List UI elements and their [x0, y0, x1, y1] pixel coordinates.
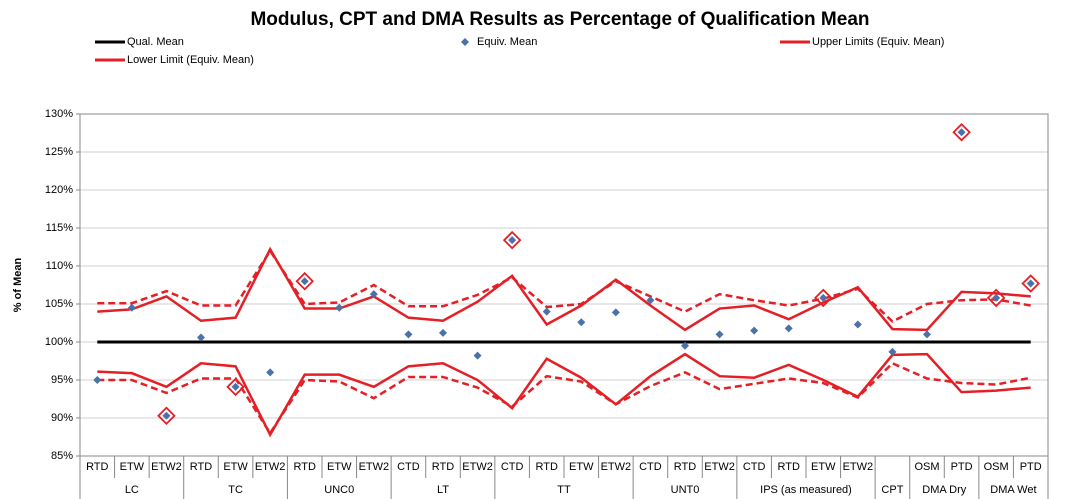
x-tick-label: ETW: [120, 461, 145, 473]
group-label: TT: [557, 484, 571, 496]
point: [542, 307, 551, 316]
x-tick-label: PTD: [1020, 461, 1042, 473]
highlight-marker: [157, 406, 176, 425]
y-tick-label: 95%: [51, 374, 73, 386]
highlight-marker: [814, 288, 833, 308]
point: [404, 330, 413, 339]
series-line: [97, 246, 1031, 332]
point: [300, 277, 309, 286]
point: [93, 376, 102, 384]
group-label: CPT: [881, 484, 903, 496]
x-tick-label: ETW2: [843, 461, 874, 473]
group-label: LT: [437, 484, 449, 496]
x-tick-label: RTD: [432, 461, 454, 473]
x-tick-label: CTD: [397, 461, 420, 473]
x-tick-label: RTD: [190, 461, 212, 473]
point: [888, 347, 897, 356]
highlight-marker: [1021, 274, 1040, 293]
group-label: DMA Dry: [922, 484, 967, 496]
point: [853, 320, 862, 329]
point: [646, 296, 655, 305]
point: [957, 128, 966, 137]
highlight-marker: [295, 271, 314, 291]
point: [231, 382, 240, 391]
x-tick-label: RTD: [536, 461, 558, 473]
x-tick-label: ETW: [327, 461, 352, 473]
legend-label: Qual. Mean: [127, 36, 184, 48]
y-tick-label: 115%: [46, 222, 74, 234]
y-tick-label: 85%: [51, 450, 73, 462]
point: [266, 368, 275, 377]
group-label: UNT0: [671, 484, 700, 496]
y-tick-label: 90%: [51, 412, 73, 424]
point: [681, 341, 689, 350]
y-axis-title: % of Mean: [12, 258, 24, 313]
highlight-marker: [986, 288, 1006, 308]
point: [127, 303, 136, 312]
point: [715, 330, 724, 339]
y-tick-label: 125%: [45, 146, 73, 158]
x-tick-label: CTD: [743, 461, 766, 473]
x-tick-label: RTD: [294, 461, 316, 473]
dashed-line: [97, 361, 1031, 436]
x-tick-label: ETW: [223, 461, 248, 473]
x-tick-label: ETW2: [359, 461, 390, 473]
x-tick-label: ETW2: [462, 461, 493, 473]
x-tick-label: ETW: [569, 461, 594, 473]
legend-label: Upper Limits (Equiv. Mean): [812, 36, 944, 48]
x-tick-label: RTD: [778, 461, 800, 473]
point: [508, 236, 517, 245]
dashed-line: [97, 248, 1031, 323]
point: [162, 411, 171, 420]
x-tick-label: ETW2: [151, 461, 182, 473]
y-tick-label: 110%: [46, 260, 74, 272]
x-tick-label: CTD: [639, 461, 662, 473]
point: [335, 303, 344, 312]
point: [473, 351, 482, 360]
legend-label: Lower Limit (Equiv. Mean): [127, 54, 254, 66]
group-label: UNC0: [324, 484, 354, 496]
highlight-marker: [226, 377, 245, 397]
point: [577, 318, 586, 327]
series-line: [97, 352, 1031, 438]
point: [992, 293, 1001, 302]
group-label: TC: [228, 484, 243, 496]
point: [750, 326, 759, 335]
x-tick-label: OSM: [914, 461, 939, 473]
point: [197, 333, 205, 342]
legend-swatch: [461, 38, 469, 46]
y-tick-label: 130%: [45, 108, 73, 120]
point: [611, 308, 620, 317]
x-tick-label: CTD: [501, 461, 524, 473]
y-tick-label: 100%: [45, 336, 73, 348]
x-tick-label: RTD: [86, 461, 108, 473]
x-tick-label: ETW2: [255, 461, 286, 473]
point: [369, 290, 378, 299]
group-label: DMA Wet: [990, 484, 1036, 496]
group-label: IPS (as measured): [760, 484, 852, 496]
x-tick-label: ETW: [811, 461, 836, 473]
point: [923, 330, 931, 339]
point: [1026, 279, 1035, 288]
x-tick-label: RTD: [674, 461, 696, 473]
y-tick-label: 105%: [45, 298, 73, 310]
y-tick-label: 120%: [45, 184, 73, 196]
plot-border: [79, 113, 1049, 457]
legend-label: Equiv. Mean: [477, 36, 537, 48]
point: [439, 328, 447, 337]
x-tick-label: OSM: [984, 461, 1009, 473]
x-tick-label: ETW2: [601, 461, 632, 473]
group-label: LC: [125, 484, 139, 496]
chart-title: Modulus, CPT and DMA Results as Percenta…: [250, 9, 869, 30]
highlight-marker: [952, 122, 971, 142]
x-tick-label: ETW2: [704, 461, 735, 473]
x-tick-label: PTD: [951, 461, 973, 473]
point: [819, 293, 828, 302]
point: [784, 324, 793, 333]
highlight-marker: [502, 230, 522, 250]
